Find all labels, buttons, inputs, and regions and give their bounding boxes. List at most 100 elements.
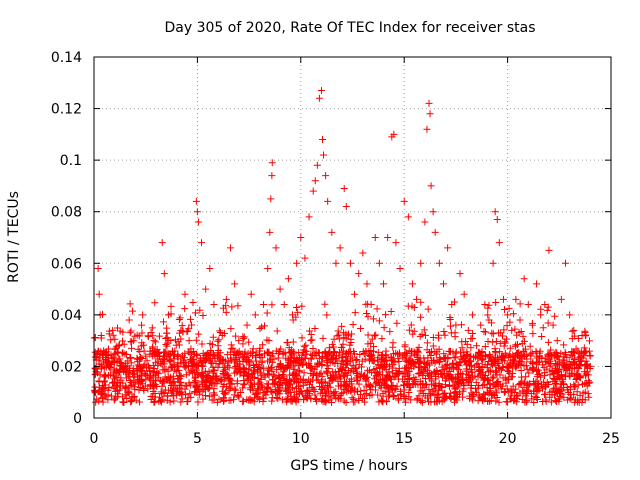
data-point (509, 382, 517, 390)
data-point (485, 350, 493, 358)
data-point (293, 385, 301, 393)
data-point (139, 311, 147, 319)
data-point (147, 396, 155, 404)
data-point (140, 385, 148, 393)
data-point (119, 398, 127, 406)
data-point (518, 358, 526, 366)
data-point (491, 391, 499, 399)
data-point (382, 352, 390, 360)
data-point (229, 344, 237, 352)
data-point (147, 372, 155, 380)
data-point (560, 393, 568, 401)
data-point (298, 355, 306, 363)
data-point (243, 321, 251, 329)
data-point (219, 304, 227, 312)
data-point (496, 371, 504, 379)
data-point (230, 396, 238, 404)
data-point (189, 299, 197, 307)
data-point (501, 388, 509, 396)
data-point (258, 323, 266, 331)
data-point (582, 370, 590, 378)
data-point (484, 368, 492, 376)
data-point (492, 397, 500, 405)
data-point (464, 374, 472, 382)
data-point (337, 343, 345, 351)
data-point (570, 355, 578, 363)
data-point (528, 395, 536, 403)
data-point (424, 305, 432, 313)
data-point (302, 347, 310, 355)
data-point (533, 280, 541, 288)
data-point (260, 301, 268, 309)
data-point (153, 383, 161, 391)
data-point (404, 302, 412, 310)
data-point (447, 374, 455, 382)
data-point (136, 371, 144, 379)
data-point (192, 336, 200, 344)
data-point (126, 300, 134, 308)
data-point (99, 349, 107, 357)
data-point (401, 343, 409, 351)
data-point (268, 367, 276, 375)
data-point (549, 321, 557, 329)
data-point (264, 383, 272, 391)
data-point (280, 301, 288, 309)
data-point (169, 372, 177, 380)
data-point (553, 368, 561, 376)
data-point (268, 159, 276, 167)
data-point (361, 355, 369, 363)
data-point (529, 377, 537, 385)
data-point (137, 367, 145, 375)
data-point (311, 177, 319, 185)
data-point (445, 347, 453, 355)
data-point (211, 355, 219, 363)
data-point (231, 280, 239, 288)
data-point (385, 384, 393, 392)
data-point (335, 335, 343, 343)
data-point (119, 367, 127, 375)
data-point (219, 359, 227, 367)
data-point (481, 351, 489, 359)
data-point (168, 379, 176, 387)
data-point (322, 397, 330, 405)
data-point (91, 333, 99, 341)
data-point (374, 379, 382, 387)
plot-frame (93, 56, 612, 419)
data-point (518, 340, 526, 348)
data-point (174, 375, 182, 383)
data-point (574, 381, 582, 389)
data-point (372, 365, 380, 373)
data-point (246, 379, 254, 387)
data-point (109, 331, 117, 339)
data-point (297, 234, 305, 241)
data-point (201, 378, 209, 386)
data-point (206, 392, 214, 400)
data-point (239, 340, 247, 348)
y-tick-label: 0.12 (51, 102, 82, 118)
data-point (146, 381, 154, 389)
data-point (493, 215, 501, 223)
data-point (271, 379, 279, 387)
data-point (118, 362, 126, 370)
data-point (423, 346, 431, 354)
data-point (358, 370, 366, 378)
data-point (510, 353, 518, 361)
data-point (488, 374, 496, 382)
y-tick-label: 0.06 (51, 256, 82, 272)
data-point (281, 348, 289, 356)
data-point (521, 398, 529, 406)
data-point (114, 324, 122, 332)
data-point (245, 338, 253, 346)
data-point (221, 390, 229, 398)
data-point (155, 370, 163, 378)
data-point (499, 363, 507, 371)
data-point (345, 386, 353, 394)
data-point (573, 375, 581, 383)
data-point (325, 387, 332, 395)
data-point (355, 395, 363, 403)
data-point (97, 334, 105, 342)
data-point (403, 364, 411, 372)
data-point (533, 395, 541, 403)
data-point (541, 390, 549, 398)
data-point (349, 320, 357, 328)
